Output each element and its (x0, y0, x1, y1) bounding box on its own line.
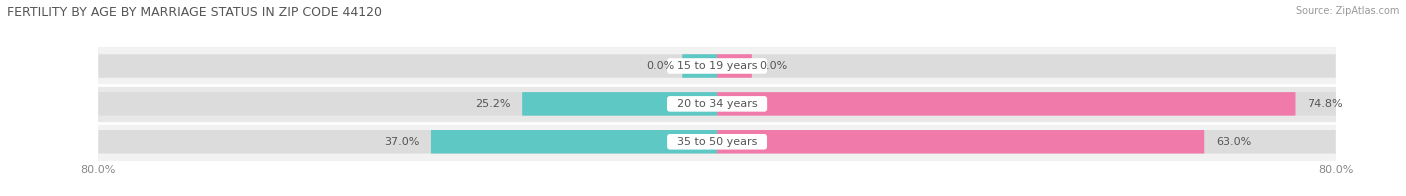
Bar (98, 85, 1336, 123)
Text: 0.0%: 0.0% (647, 61, 675, 71)
Text: 25.2%: 25.2% (475, 99, 510, 109)
Text: 20 to 34 years: 20 to 34 years (669, 99, 765, 109)
Text: 37.0%: 37.0% (384, 137, 419, 147)
FancyBboxPatch shape (98, 92, 1336, 116)
Text: 35 to 50 years: 35 to 50 years (669, 137, 765, 147)
FancyBboxPatch shape (522, 92, 717, 116)
Text: 74.8%: 74.8% (1308, 99, 1343, 109)
FancyBboxPatch shape (98, 130, 1336, 153)
Text: Source: ZipAtlas.com: Source: ZipAtlas.com (1295, 6, 1399, 16)
FancyBboxPatch shape (98, 54, 1336, 78)
FancyBboxPatch shape (717, 92, 1295, 116)
Bar (98, 47, 1336, 85)
Bar (98, 123, 1336, 161)
FancyBboxPatch shape (430, 130, 717, 153)
Text: 0.0%: 0.0% (759, 61, 787, 71)
Text: 63.0%: 63.0% (1216, 137, 1251, 147)
FancyBboxPatch shape (717, 54, 752, 78)
Text: FERTILITY BY AGE BY MARRIAGE STATUS IN ZIP CODE 44120: FERTILITY BY AGE BY MARRIAGE STATUS IN Z… (7, 6, 382, 19)
FancyBboxPatch shape (682, 54, 717, 78)
Text: 15 to 19 years: 15 to 19 years (669, 61, 765, 71)
FancyBboxPatch shape (717, 130, 1204, 153)
